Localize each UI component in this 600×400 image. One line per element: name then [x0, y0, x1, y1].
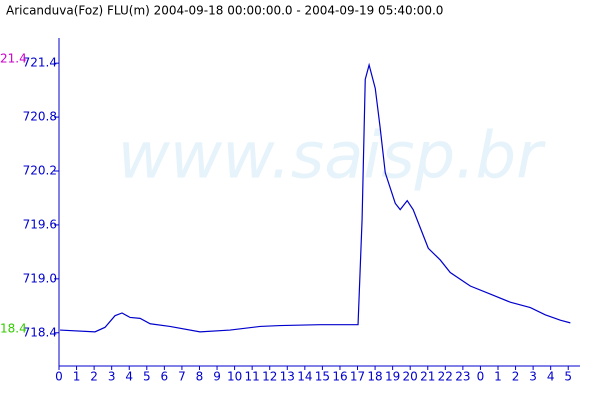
x-tick-label: 2	[90, 370, 98, 384]
y-tick-label: 718.4	[23, 325, 57, 339]
x-tick-label: 1	[494, 370, 502, 384]
x-tick-label: 20	[403, 370, 418, 384]
x-tick-label: 4	[125, 370, 133, 384]
x-tick-label: 9	[213, 370, 221, 384]
x-tick-label: 1	[73, 370, 81, 384]
x-tick-label: 19	[385, 370, 400, 384]
x-tick-label: 22	[438, 370, 453, 384]
line	[60, 62, 571, 333]
x-tick-label: 5	[143, 370, 151, 384]
min-label: 18.4	[0, 321, 27, 335]
x-tick-label: 3	[529, 370, 537, 384]
x-tick-label: 7	[178, 370, 186, 384]
y-tick-label: 719.6	[23, 217, 57, 231]
y-tick-label: 720.8	[23, 110, 57, 124]
x-tick-label: 13	[280, 370, 295, 384]
x-tick-label: 6	[161, 370, 169, 384]
x-tick-label: 10	[227, 370, 242, 384]
x-tick-label: 17	[350, 370, 365, 384]
y-tick-label: 719.0	[23, 271, 57, 285]
max-label: 21.4	[0, 52, 27, 66]
x-tick-label: 11	[245, 370, 260, 384]
x-tick-label: 15	[315, 370, 330, 384]
x-tick-label: 12	[262, 370, 277, 384]
x-tick-label: 21	[420, 370, 435, 384]
x-tick-label: 0	[55, 370, 63, 384]
x-tick-label: 5	[564, 370, 572, 384]
x-tick-label: 18	[367, 370, 382, 384]
chart-title: Aricanduva(Foz) FLU(m) 2004-09-18 00:00:…	[6, 4, 443, 18]
y-tick-label: 721.4	[23, 56, 57, 70]
y-tick-label: 720.2	[23, 163, 57, 177]
x-tick-label: 8	[196, 370, 204, 384]
x-tick-label: 23	[455, 370, 470, 384]
x-tick-label: 3	[108, 370, 116, 384]
x-tick-label: 16	[332, 370, 347, 384]
x-tick-label: 14	[297, 370, 312, 384]
watermark: www.saisp.br	[118, 120, 547, 194]
x-tick-label: 4	[547, 370, 555, 384]
x-tick-label: 0	[477, 370, 485, 384]
x-tick-label: 2	[512, 370, 520, 384]
